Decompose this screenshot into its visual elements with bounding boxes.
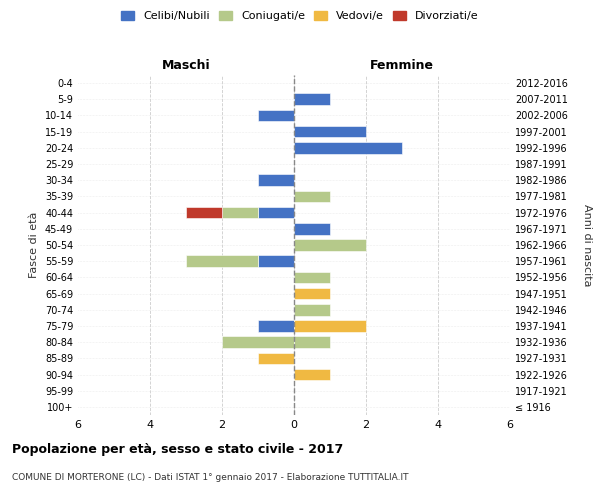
Bar [294, 190, 330, 202]
Bar [294, 304, 330, 316]
Bar [294, 272, 330, 283]
Bar [294, 239, 366, 251]
Text: COMUNE DI MORTERONE (LC) - Dati ISTAT 1° gennaio 2017 - Elaborazione TUTTITALIA.: COMUNE DI MORTERONE (LC) - Dati ISTAT 1°… [12, 472, 409, 482]
Bar [294, 94, 330, 105]
Bar [294, 288, 330, 300]
Bar [258, 320, 294, 332]
Bar [294, 336, 330, 348]
Text: Femmine: Femmine [370, 59, 434, 72]
Bar [294, 320, 366, 332]
Bar [258, 174, 294, 186]
Bar [222, 336, 294, 348]
Text: Maschi: Maschi [161, 59, 211, 72]
Bar [258, 207, 294, 218]
Bar [294, 126, 366, 138]
Bar [258, 352, 294, 364]
Bar [294, 142, 402, 154]
Y-axis label: Fasce di età: Fasce di età [29, 212, 39, 278]
Bar [294, 223, 330, 234]
Bar [186, 207, 222, 218]
Y-axis label: Anni di nascita: Anni di nascita [581, 204, 592, 286]
Text: Popolazione per età, sesso e stato civile - 2017: Popolazione per età, sesso e stato civil… [12, 442, 343, 456]
Bar [258, 110, 294, 122]
Bar [258, 256, 294, 267]
Legend: Celibi/Nubili, Coniugati/e, Vedovi/e, Divorziati/e: Celibi/Nubili, Coniugati/e, Vedovi/e, Di… [121, 10, 479, 21]
Bar [222, 207, 258, 218]
Bar [294, 368, 330, 380]
Bar [186, 256, 258, 267]
